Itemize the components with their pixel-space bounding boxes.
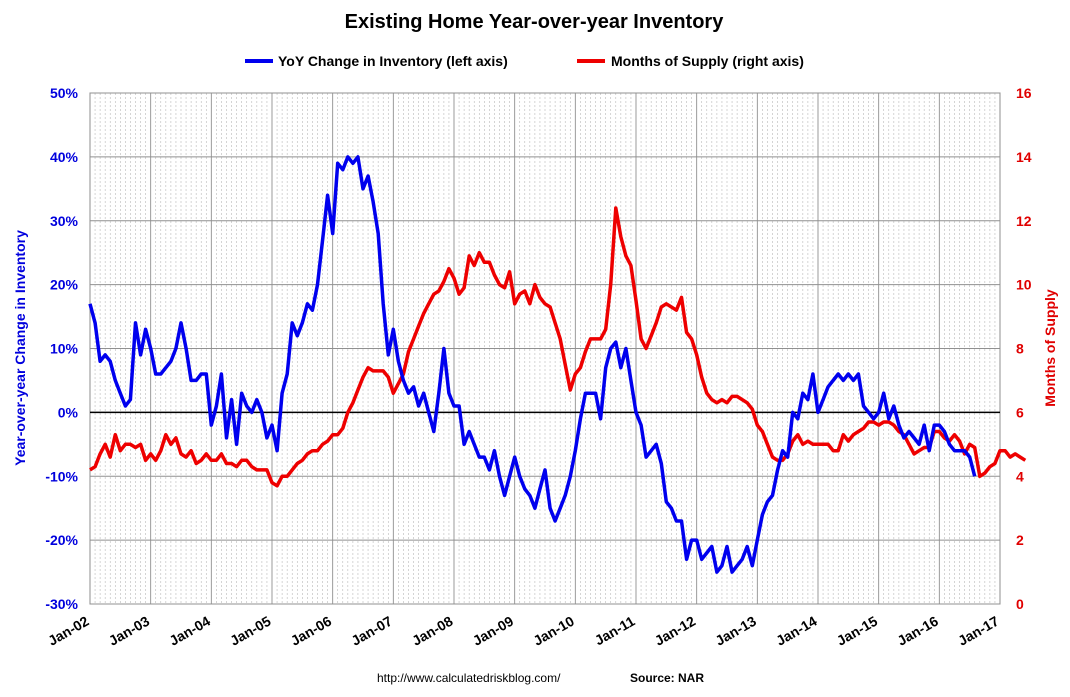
footer-url: http://www.calculatedriskblog.com/ xyxy=(377,671,561,685)
x-tick-label: Jan-15 xyxy=(834,613,881,649)
x-tick-label: Jan-14 xyxy=(773,613,820,649)
footer-source: Source: NAR xyxy=(630,671,704,685)
x-tick-label: Jan-03 xyxy=(106,613,153,649)
x-tick-label: Jan-05 xyxy=(227,613,274,649)
left-tick-label: 20% xyxy=(50,277,79,293)
left-axis-ticks: -30% -20% -10% 0% 10% 20% 30% 40% 50% xyxy=(45,85,78,612)
left-tick-label: -30% xyxy=(45,596,78,612)
x-tick-label: Jan-02 xyxy=(45,613,92,649)
right-tick-label: 4 xyxy=(1016,468,1024,484)
right-tick-label: 14 xyxy=(1016,149,1032,165)
x-tick-label: Jan-13 xyxy=(712,613,759,649)
left-axis-label: Year-over-year Change in Inventory xyxy=(12,230,28,466)
x-tick-label: Jan-06 xyxy=(288,613,335,649)
series-line-months-of-supply xyxy=(89,206,1027,488)
right-tick-label: 0 xyxy=(1016,596,1024,612)
x-tick-label: Jan-16 xyxy=(894,613,941,649)
left-tick-label: 10% xyxy=(50,341,79,357)
x-tick-label: Jan-11 xyxy=(592,613,638,649)
left-tick-label: 40% xyxy=(50,149,79,165)
x-axis-ticks: Jan-02 Jan-03 Jan-04 Jan-05 Jan-06 Jan-07 Jan-… xyxy=(45,613,1002,649)
right-tick-label: 8 xyxy=(1016,341,1024,357)
right-axis-ticks: 0 2 4 6 8 10 12 14 16 xyxy=(1016,85,1032,612)
right-tick-label: 12 xyxy=(1016,213,1032,229)
x-tick-label: Jan-12 xyxy=(652,613,699,649)
right-tick-label: 16 xyxy=(1016,85,1032,101)
left-tick-label: 0% xyxy=(58,404,79,420)
x-tick-label: Jan-07 xyxy=(348,613,395,649)
left-tick-label: -20% xyxy=(45,532,78,548)
left-tick-label: -10% xyxy=(45,468,78,484)
x-tick-label: Jan-10 xyxy=(530,613,577,649)
x-tick-label: Jan-04 xyxy=(166,613,213,649)
right-tick-label: 10 xyxy=(1016,277,1032,293)
left-tick-label: 30% xyxy=(50,213,79,229)
x-tick-label: Jan-17 xyxy=(955,613,1002,649)
right-tick-label: 6 xyxy=(1016,404,1024,420)
x-tick-label: Jan-09 xyxy=(470,613,517,649)
x-tick-label: Jan-08 xyxy=(409,613,456,649)
right-axis-label: Months of Supply xyxy=(1042,289,1058,407)
right-tick-label: 2 xyxy=(1016,532,1024,548)
chart-title: Existing Home Year-over-year Inventory xyxy=(345,11,725,33)
legend-label-months: Months of Supply (right axis) xyxy=(611,53,804,69)
left-tick-label: 50% xyxy=(50,85,79,101)
legend-label-yoy: YoY Change in Inventory (left axis) xyxy=(278,53,508,69)
legend: YoY Change in Inventory (left axis) Mont… xyxy=(245,53,804,69)
series-line-yoy-inventory xyxy=(88,155,977,574)
